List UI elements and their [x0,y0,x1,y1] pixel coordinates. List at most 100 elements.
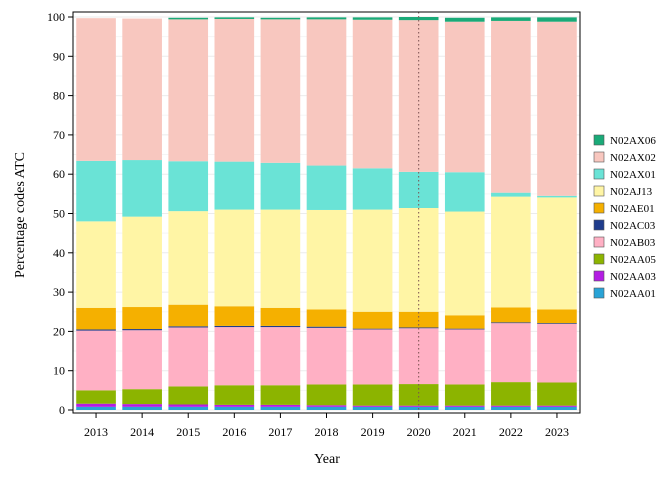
bar-2013-N02AA01 [76,406,116,410]
bar-2021-N02AX06 [444,17,485,22]
bar-2015-N02AJ13 [168,211,209,305]
bar-2014-N02AX02 [122,18,162,161]
bar-2020-N02AX06 [398,17,439,21]
y-axis-title: Percentage codes ATC [13,152,28,278]
bar-2017-N02AA05 [260,385,301,405]
legend-swatch-N02AA03 [593,270,605,282]
bar-2018-N02AX02 [306,19,347,166]
bar-2022-N02AE01 [491,307,531,323]
bar-2015-N02AE01 [168,304,209,327]
legend-label-N02AX01: N02AX01 [610,169,656,181]
bar-2021-N02AB03 [444,329,485,385]
bar-2019-N02AA05 [352,384,393,406]
legend-swatch-N02AA05 [593,253,605,265]
bar-2018-N02AX01 [306,165,347,210]
y-tick-label-1: 10 [53,364,65,378]
bar-2022-N02AJ13 [491,196,531,308]
bar-2023-N02AX02 [537,21,577,196]
bar-2020-N02AA03 [398,405,439,407]
bar-2016-N02AB03 [214,327,255,386]
bar-2016-N02AJ13 [214,209,255,307]
bar-2016-N02AX02 [214,18,255,162]
legend-label-N02AB03: N02AB03 [610,237,656,249]
x-tick-label-2023: 2023 [545,425,569,439]
bar-2014-N02AB03 [122,330,162,390]
bar-2019-N02AX02 [352,19,393,169]
bar-2015-N02AA05 [168,386,209,405]
bar-2018-N02AE01 [306,309,347,327]
bar-2014-N02AE01 [122,307,162,330]
bar-2017-N02AE01 [260,307,301,326]
bar-2018-N02AA01 [306,406,347,410]
bar-2013-N02AX01 [76,160,116,222]
bar-2022-N02AX06 [491,17,531,21]
bar-2015-N02AX06 [168,17,209,20]
bar-2017-N02AA01 [260,406,301,410]
bar-2018-N02AA03 [306,405,347,407]
bar-2016-N02AE01 [214,306,255,326]
bar-2016-N02AA03 [214,404,255,407]
legend-label-N02AA05: N02AA05 [610,254,656,266]
bar-2019-N02AX06 [352,17,393,20]
legend-label-N02AE01: N02AE01 [610,203,655,215]
bar-2016-N02AX06 [214,17,255,19]
bar-2023-N02AE01 [537,309,577,324]
legend-swatch-N02AX06 [593,134,605,146]
legend-label-N02AA01: N02AA01 [610,288,656,300]
bar-2021-N02AC03 [444,328,485,330]
x-tick-label-2014: 2014 [130,425,154,439]
bar-2019-N02AA01 [352,406,393,410]
bar-2014-N02AX01 [122,160,162,217]
bar-2015-N02AA03 [168,404,209,407]
bar-2019-N02AE01 [352,311,393,329]
bar-2017-N02AB03 [260,327,301,386]
legend-label-N02AC03: N02AC03 [610,220,656,232]
bar-2020-N02AC03 [398,327,439,329]
bar-2013-N02AB03 [76,330,116,391]
bar-2022-N02AA03 [491,405,531,407]
legend: N02AX06 N02AX02 N02AX01 N02AJ13 N02AE01 N02AC… [593,134,656,300]
bar-2015-N02AX01 [168,161,209,212]
bar-2016-N02AX01 [214,161,255,210]
y-tick-label-8: 80 [53,89,65,103]
bar-2015-N02AA01 [168,406,209,410]
bar-2017-N02AX01 [260,162,301,210]
bar-2014-N02AA05 [122,389,162,405]
bar-2017-N02AJ13 [260,209,301,308]
bar-2017-N02AA03 [260,404,301,407]
bar-2021-N02AA05 [444,384,485,406]
bar-2019-N02AC03 [352,328,393,330]
axes: 0 10 20 30 40 50 60 70 80 90 100 2013 2014 2015 2016 20… [47,10,581,439]
y-tick-label-4: 40 [53,246,65,260]
bar-2020-N02AA05 [398,384,439,406]
bar-2023-N02AX06 [537,17,577,22]
bar-2014-N02AC03 [122,329,162,331]
x-tick-label-2017: 2017 [268,425,292,439]
legend-swatch-N02AE01 [593,202,605,214]
bars [76,17,577,410]
x-axis-title: Year [314,452,340,467]
legend-swatch-N02AC03 [593,219,605,231]
bar-2023-N02AA05 [537,382,577,406]
bar-2021-N02AA03 [444,405,485,407]
bar-2013-N02AC03 [76,329,116,331]
x-tick-label-2015: 2015 [176,425,200,439]
bar-2019-N02AA03 [352,405,393,407]
bar-2018-N02AX06 [306,17,347,20]
bar-2022-N02AX02 [491,20,531,193]
bar-2019-N02AB03 [352,329,393,385]
bar-2017-N02AC03 [260,325,301,328]
x-tick-label-2019: 2019 [361,425,385,439]
legend-swatch-N02AJ13 [593,185,605,197]
bar-2021-N02AX02 [444,21,485,173]
x-tick-label-2022: 2022 [499,425,523,439]
bar-2020-N02AX01 [398,171,439,208]
bar-2013-N02AA05 [76,390,116,404]
x-tick-label-2013: 2013 [84,425,108,439]
bar-2022-N02AB03 [491,323,531,383]
bar-2023-N02AB03 [537,323,577,383]
x-tick-label-2016: 2016 [222,425,246,439]
bar-2014-N02AJ13 [122,216,162,308]
legend-label-N02AJ13: N02AJ13 [610,186,653,198]
